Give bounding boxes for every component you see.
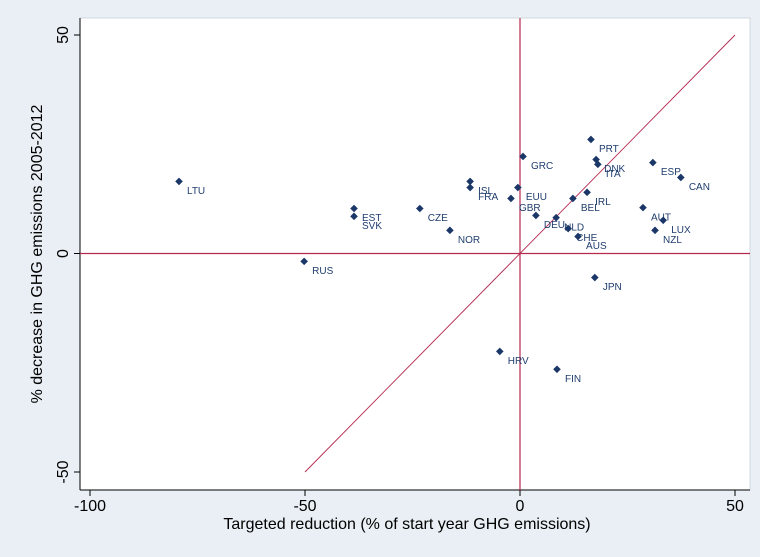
point-label: AUS: [586, 241, 607, 252]
x-tick-label: 50: [726, 498, 744, 515]
y-axis-title: % decrease in GHG emissions 2005-2012: [29, 104, 46, 403]
point: [466, 177, 474, 186]
point: [583, 188, 591, 197]
point: [300, 257, 308, 266]
point: [495, 347, 504, 356]
y-tick-label: 50: [55, 26, 72, 44]
diagonal-line: [304, 34, 736, 473]
point-label: JPN: [603, 282, 622, 293]
point-label: CAN: [689, 182, 710, 193]
point-label: HRV: [508, 356, 529, 367]
point-label: SVK: [362, 221, 382, 232]
point: [569, 194, 577, 203]
point: [175, 177, 183, 186]
y-tick-label: -50: [55, 460, 72, 483]
point: [594, 160, 602, 169]
point-label: EST: [362, 213, 381, 224]
x-tick-label: -50: [293, 498, 316, 515]
point-label: RUS: [312, 266, 333, 277]
x-tick-label: 0: [516, 498, 525, 515]
point-label: ISL: [478, 186, 493, 197]
point-label: DEU: [544, 220, 565, 231]
point: [514, 183, 522, 192]
point-label: FIN: [565, 374, 581, 385]
y-tick-label: 0: [55, 249, 72, 258]
point: [564, 224, 572, 233]
point: [651, 226, 659, 235]
point-label: CZE: [428, 213, 448, 224]
point-label: LTU: [187, 186, 205, 197]
point-label: NLD: [564, 222, 584, 233]
point: [466, 183, 474, 192]
point: [639, 203, 647, 212]
point: [532, 211, 540, 220]
point: [519, 152, 527, 161]
point: [659, 216, 667, 225]
point: [350, 204, 358, 213]
point-label: NOR: [458, 235, 480, 246]
point: [553, 365, 561, 374]
point-label: NZL: [663, 235, 682, 246]
point: [587, 135, 595, 144]
x-axis-title: Targeted reduction (% of start year GHG …: [223, 516, 590, 533]
point-label: BEL: [581, 203, 600, 214]
point: [552, 213, 560, 222]
point: [446, 226, 454, 235]
point: [507, 194, 515, 203]
point-label: ITA: [606, 169, 621, 180]
point: [649, 158, 657, 167]
point-label: LUX: [671, 225, 691, 236]
point-label: CHE: [576, 233, 597, 244]
point: [677, 173, 685, 182]
point-label: EUU: [526, 192, 547, 203]
point: [574, 232, 582, 241]
point: [416, 204, 424, 213]
point: [350, 212, 358, 221]
point: [591, 273, 599, 282]
point-label: AUT: [651, 212, 671, 223]
point-label: FRA: [478, 192, 498, 203]
point-label: GBR: [519, 203, 541, 214]
point-label: IRL: [595, 197, 611, 208]
point-label: ESP: [661, 167, 681, 178]
point-label: GRC: [531, 161, 553, 172]
point-label: PRT: [599, 144, 619, 155]
point-label: DNK: [604, 164, 625, 175]
x-tick-label: -100: [74, 498, 106, 515]
point: [592, 155, 600, 164]
